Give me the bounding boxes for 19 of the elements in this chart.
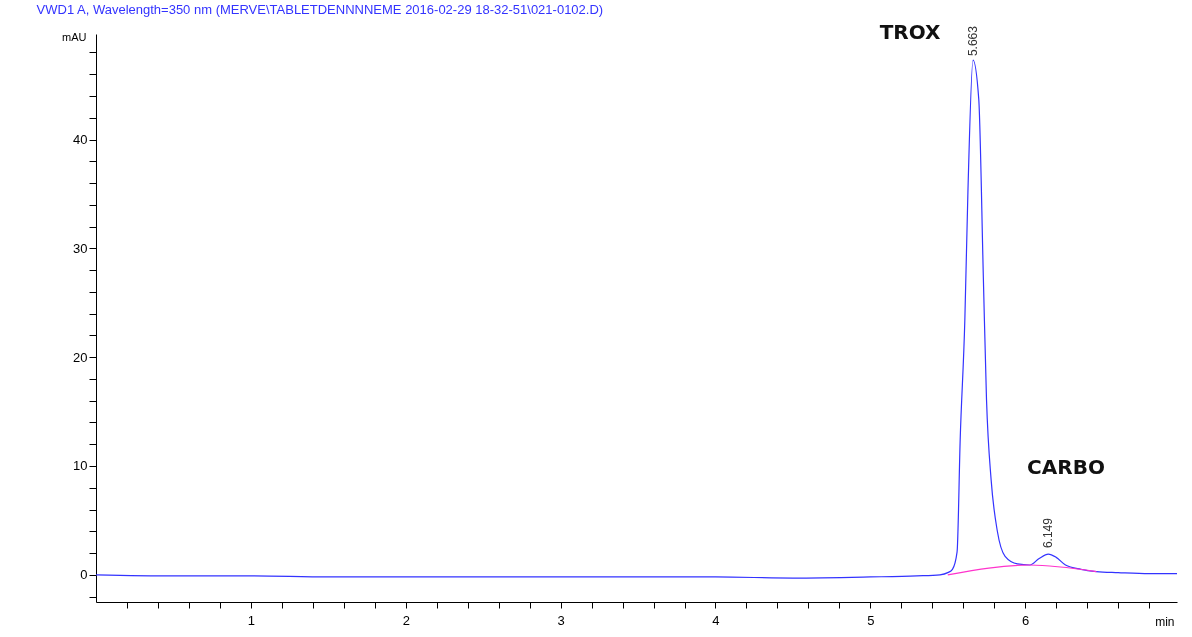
x-tick-label: 5	[867, 612, 875, 628]
x-tick-label: 1	[247, 612, 255, 628]
y-axis-title: mAU	[62, 30, 87, 43]
x-tick-label: 4	[712, 612, 720, 628]
annotation: 6.149	[1041, 517, 1056, 549]
x-axis-title: min	[1155, 614, 1175, 629]
annotation: CARBO	[1027, 455, 1105, 479]
y-tick-label: 40	[73, 132, 88, 148]
y-tick-label: 30	[73, 240, 88, 256]
line-series	[95, 59, 1178, 579]
y-tick-label: 10	[73, 458, 88, 474]
chart-title: VWD1 A, Wavelength=350 nm (MERVE\TABLETDENNNNEME 2016-02-29 18-32-51\021-0102.D)	[36, 2, 604, 17]
annotation: TROX	[879, 20, 941, 44]
annotation: 5.663	[966, 25, 981, 57]
x-tick-label: 6	[1022, 612, 1030, 628]
y-tick-label: 0	[80, 567, 88, 583]
x-tick-label: 3	[557, 612, 565, 628]
x-tick-label: 2	[402, 612, 410, 628]
y-tick-label: 20	[73, 349, 88, 365]
